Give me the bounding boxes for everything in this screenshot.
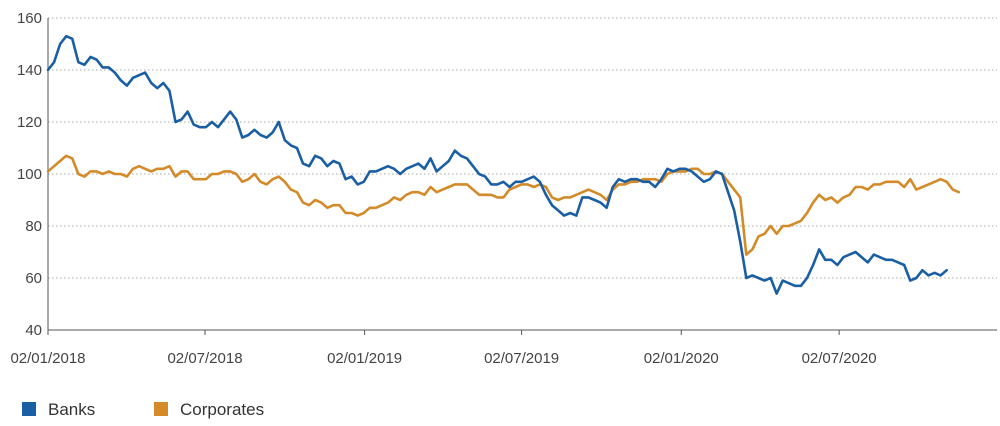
y-tick-label-160: 160 bbox=[17, 10, 42, 27]
legend-swatch-banks bbox=[22, 402, 36, 416]
series-line-corporates bbox=[46, 154, 961, 256]
grid-lines bbox=[48, 17, 997, 279]
x-tick-label-0: 02/01/2018 bbox=[10, 350, 85, 367]
x-tick-label-4: 02/01/2020 bbox=[644, 350, 719, 367]
y-tick-label-140: 140 bbox=[17, 62, 42, 79]
y-tick-label-80: 80 bbox=[25, 218, 42, 235]
x-tick-label-5: 02/07/2020 bbox=[802, 350, 877, 367]
legend-swatch-corporates bbox=[154, 402, 168, 416]
x-tick-label-3: 02/07/2019 bbox=[484, 350, 559, 367]
series-layer bbox=[46, 34, 961, 295]
y-axis-tick-labels: 40 60 80 100 120 140 160 bbox=[17, 10, 42, 339]
legend-label-corporates: Corporates bbox=[180, 400, 264, 419]
series-line-banks bbox=[46, 34, 948, 295]
y-tick-label-40: 40 bbox=[25, 322, 42, 339]
legend: Banks Corporates bbox=[22, 400, 264, 419]
legend-label-banks: Banks bbox=[48, 400, 95, 419]
x-tick-label-1: 02/07/2018 bbox=[167, 350, 242, 367]
y-tick-label-60: 60 bbox=[25, 270, 42, 287]
y-tick-label-100: 100 bbox=[17, 166, 42, 183]
y-tick-label-120: 120 bbox=[17, 114, 42, 131]
x-tick-label-2: 02/01/2019 bbox=[327, 350, 402, 367]
x-axis-tick-labels: 02/01/2018 02/07/2018 02/01/2019 02/07/2019… bbox=[10, 330, 877, 367]
